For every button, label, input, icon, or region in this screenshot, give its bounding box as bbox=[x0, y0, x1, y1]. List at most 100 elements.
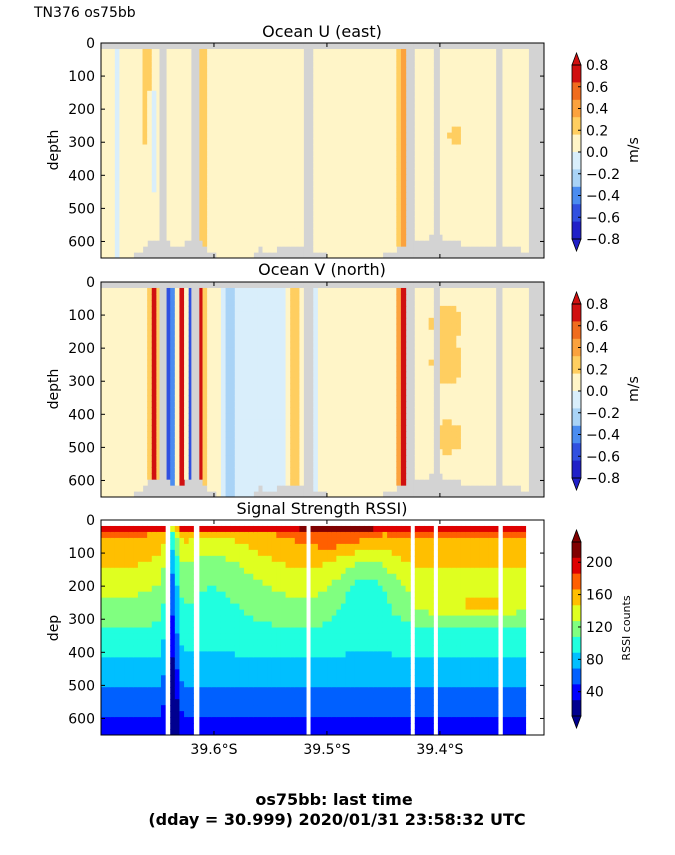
heatmap-cell bbox=[327, 407, 333, 414]
heatmap-cell bbox=[327, 383, 333, 391]
heatmap-cell bbox=[234, 425, 241, 432]
heatmap-cell bbox=[165, 180, 171, 187]
heatmap-cell bbox=[174, 299, 181, 307]
heatmap-cell bbox=[257, 425, 264, 432]
heatmap-cell bbox=[400, 78, 407, 86]
heatmap-cell bbox=[197, 120, 204, 128]
heatmap-cell bbox=[128, 102, 134, 110]
heatmap-cell bbox=[128, 311, 134, 319]
heatmap-cell bbox=[133, 90, 139, 98]
heatmap-cell bbox=[147, 329, 153, 337]
heatmap-cell bbox=[220, 180, 227, 187]
heatmap-cell bbox=[322, 66, 328, 74]
heatmap-cell bbox=[207, 317, 213, 325]
heatmap-cell bbox=[350, 126, 356, 134]
heatmap-cell bbox=[345, 287, 351, 295]
heatmap-cell bbox=[271, 335, 277, 343]
heatmap-cell bbox=[414, 186, 420, 193]
heatmap-cell bbox=[317, 162, 324, 170]
heatmap-cell bbox=[285, 132, 291, 140]
heatmap-cell bbox=[331, 467, 337, 474]
heatmap-cell bbox=[257, 395, 264, 403]
heatmap-cell bbox=[294, 431, 301, 438]
heatmap-cell bbox=[137, 96, 144, 104]
heatmap-cell bbox=[414, 192, 420, 199]
heatmap-cell bbox=[207, 126, 213, 134]
heatmap-cell bbox=[340, 192, 347, 199]
heatmap-cell bbox=[128, 252, 134, 258]
heatmap-cell bbox=[354, 162, 361, 170]
heatmap-cell bbox=[142, 425, 148, 432]
heatmap-cell bbox=[114, 144, 121, 152]
heatmap-cell bbox=[267, 359, 273, 367]
heatmap-cell bbox=[142, 138, 148, 146]
heatmap-cell bbox=[313, 180, 319, 187]
heatmap-cell bbox=[202, 479, 208, 486]
heatmap-cell bbox=[207, 473, 213, 480]
heatmap-cell bbox=[285, 162, 291, 170]
heatmap-cell bbox=[299, 473, 305, 480]
heatmap-cell bbox=[276, 287, 282, 295]
heatmap-cell bbox=[239, 461, 245, 468]
heatmap-cell bbox=[520, 54, 527, 62]
heatmap-cell bbox=[207, 120, 213, 128]
heatmap-cell bbox=[170, 377, 176, 385]
heatmap-cell bbox=[197, 66, 204, 74]
heatmap-cell bbox=[336, 168, 342, 175]
heatmap-cell bbox=[142, 54, 148, 62]
heatmap-cell bbox=[234, 293, 241, 301]
heatmap-cell bbox=[299, 293, 305, 301]
heatmap-cell bbox=[151, 407, 157, 414]
heatmap-cell bbox=[216, 132, 222, 140]
heatmap-cell bbox=[290, 216, 296, 223]
heatmap-cell bbox=[267, 467, 273, 474]
heatmap-cell bbox=[110, 317, 116, 325]
heatmap-cell bbox=[234, 305, 241, 313]
heatmap-cell bbox=[424, 66, 430, 74]
heatmap-cell bbox=[377, 431, 384, 438]
heatmap-cell bbox=[128, 192, 134, 199]
heatmap-cell bbox=[230, 407, 236, 414]
heatmap-cell bbox=[105, 198, 111, 205]
heatmap-cell bbox=[271, 401, 277, 409]
heatmap-cell bbox=[327, 222, 333, 229]
heatmap-cell bbox=[396, 341, 402, 349]
heatmap-cell bbox=[290, 174, 296, 181]
heatmap-cell bbox=[396, 353, 402, 361]
heatmap-cell bbox=[502, 84, 508, 92]
heatmap-cell bbox=[294, 126, 301, 134]
heatmap-cell bbox=[327, 389, 333, 397]
heatmap-cell bbox=[368, 353, 374, 361]
heatmap-cell bbox=[493, 204, 499, 211]
heatmap-cell bbox=[285, 66, 291, 74]
heatmap-cell bbox=[147, 443, 153, 450]
heatmap-cell bbox=[230, 299, 236, 307]
heatmap-cell bbox=[211, 401, 217, 409]
heatmap-cell bbox=[220, 150, 227, 158]
heatmap-cell bbox=[101, 359, 107, 367]
heatmap-cell bbox=[174, 96, 181, 104]
heatmap-cell bbox=[133, 383, 139, 391]
heatmap-cell bbox=[271, 389, 277, 397]
heatmap-cell bbox=[271, 485, 277, 492]
heatmap-cell bbox=[207, 54, 213, 62]
heatmap-cell bbox=[220, 204, 227, 211]
heatmap-cell bbox=[507, 156, 513, 164]
heatmap-cell bbox=[188, 228, 194, 235]
heatmap-cell bbox=[147, 234, 153, 241]
heatmap-cell bbox=[119, 299, 125, 307]
heatmap-cell bbox=[197, 114, 204, 122]
heatmap-cell bbox=[460, 72, 467, 80]
heatmap-cell bbox=[322, 204, 328, 211]
heatmap-cell bbox=[340, 60, 347, 68]
heatmap-cell bbox=[373, 305, 379, 313]
heatmap-cell bbox=[382, 96, 388, 104]
heatmap-cell bbox=[147, 126, 153, 134]
heatmap-cell bbox=[114, 186, 121, 193]
heatmap-cell bbox=[377, 485, 384, 492]
heatmap-cell bbox=[350, 102, 356, 110]
heatmap-cell bbox=[317, 365, 324, 373]
heatmap-cell bbox=[451, 132, 457, 140]
heatmap-cell bbox=[151, 150, 157, 158]
heatmap-cell bbox=[239, 353, 245, 361]
